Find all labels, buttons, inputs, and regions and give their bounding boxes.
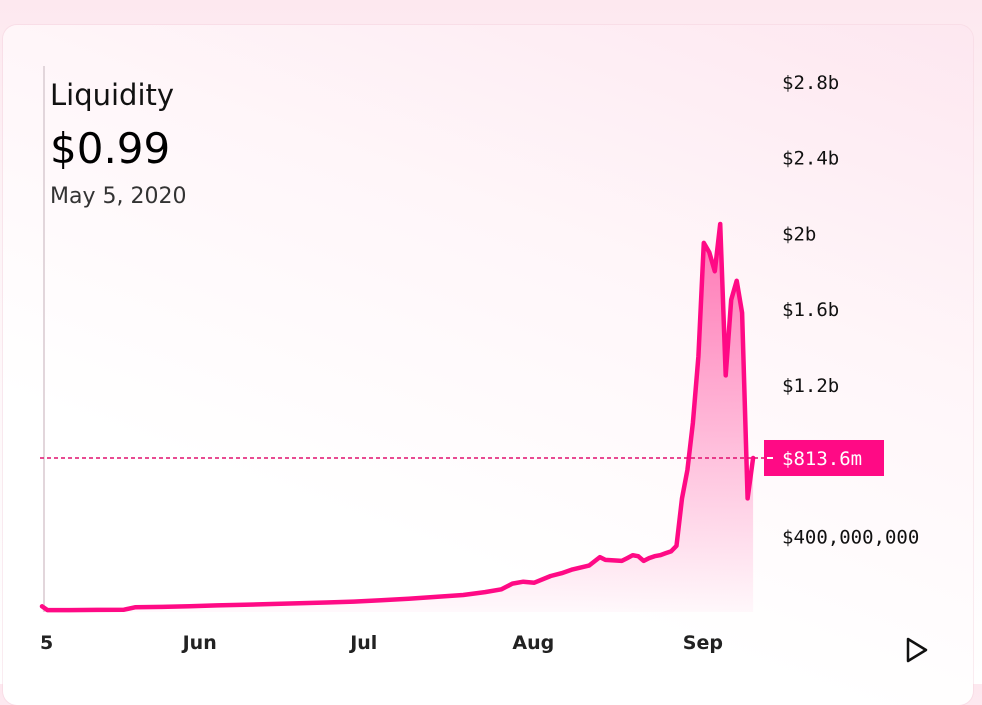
y-tick-label: $2b: [782, 223, 816, 245]
y-tick-label: $400,000,000: [782, 526, 919, 548]
current-value-marker: $813.6m: [764, 439, 884, 476]
x-axis: 5 Jun Jul Aug Sep: [40, 632, 723, 654]
chart-title: Liquidity: [50, 78, 175, 112]
x-tick-label: Sep: [683, 632, 723, 654]
y-tick-label: $2.4b: [782, 148, 839, 170]
hover-value: $0.99: [50, 124, 171, 173]
marker-label: $813.6m: [782, 448, 862, 470]
marker-background: [764, 439, 884, 476]
x-tick-label: Aug: [512, 632, 554, 654]
x-tick-label: Jun: [181, 632, 217, 654]
x-tick-label: Jul: [348, 632, 377, 654]
hover-date: May 5, 2020: [50, 184, 187, 209]
play-icon: [906, 637, 928, 663]
x-tick-label: 5: [40, 632, 53, 654]
y-tick-label: $2.8b: [782, 72, 839, 94]
crosshair-line: [43, 66, 45, 612]
y-tick-label: $1.6b: [782, 299, 839, 321]
y-tick-label: $1.2b: [782, 375, 839, 397]
y-axis: $2.8b $2.4b $2b $1.6b $1.2b $400,000,000: [782, 72, 919, 548]
series-line: [39, 221, 756, 613]
liquidity-chart[interactable]: $813.6m $2.8b $2.4b $2b $1.6b $1.2b $400,000,…: [0, 0, 982, 684]
area-fill: [42, 224, 754, 612]
